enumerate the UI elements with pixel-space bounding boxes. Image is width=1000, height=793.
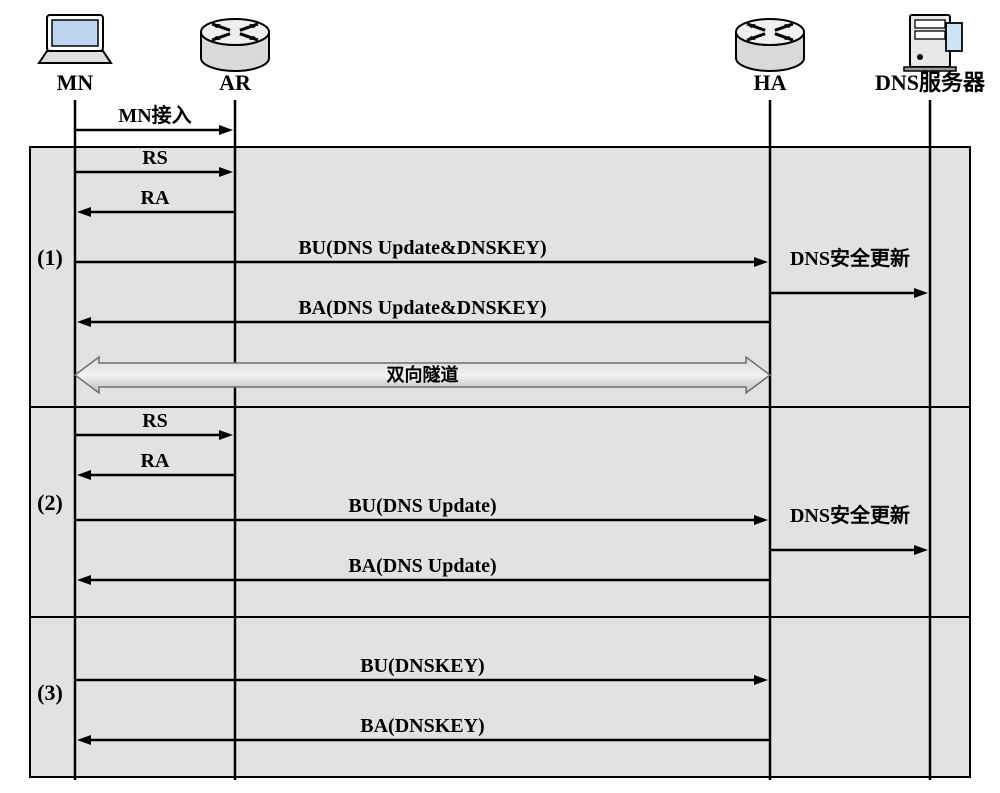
message-label: BU(DNS Update) bbox=[348, 495, 496, 517]
message-label: BA(DNSKEY) bbox=[360, 715, 484, 737]
sequence-diagram: (1) (2) (3) MN接入 RS RA BU(DNS Update&DNSKEY) DN… bbox=[0, 0, 1000, 793]
message-label: RA bbox=[141, 450, 170, 472]
message-label: BA(DNS Update) bbox=[348, 555, 496, 577]
router-icon bbox=[201, 19, 269, 71]
message-label: BU(DNSKEY) bbox=[360, 655, 484, 677]
message-label: BA(DNS Update&DNSKEY) bbox=[298, 297, 546, 319]
message-label: DNS安全更新 bbox=[790, 246, 910, 270]
actor-label: HA bbox=[754, 70, 787, 95]
server-icon bbox=[904, 15, 962, 71]
phase-label: (2) bbox=[37, 490, 63, 515]
router-icon bbox=[736, 19, 804, 71]
message-label: DNS安全更新 bbox=[790, 503, 910, 527]
message-label: RA bbox=[141, 187, 170, 209]
phase-label: (3) bbox=[37, 680, 63, 705]
phase-box bbox=[30, 617, 970, 777]
laptop-icon bbox=[39, 15, 111, 63]
message-label: RS bbox=[142, 147, 168, 169]
arrowhead-icon bbox=[219, 125, 233, 135]
phase-label: (1) bbox=[37, 245, 63, 270]
diagram-canvas: (1) (2) (3) MN接入 RS RA BU(DNS Update&DNSKEY) DN… bbox=[0, 0, 1000, 793]
actor-label: MN bbox=[57, 70, 94, 95]
actor-label: AR bbox=[219, 70, 252, 95]
actor-label: DNS服务器 bbox=[875, 70, 986, 95]
tunnel-label: 双向隧道 bbox=[387, 364, 459, 385]
message-label: RS bbox=[142, 410, 168, 432]
message-label: MN接入 bbox=[118, 104, 191, 127]
message-label: BU(DNS Update&DNSKEY) bbox=[298, 237, 546, 259]
